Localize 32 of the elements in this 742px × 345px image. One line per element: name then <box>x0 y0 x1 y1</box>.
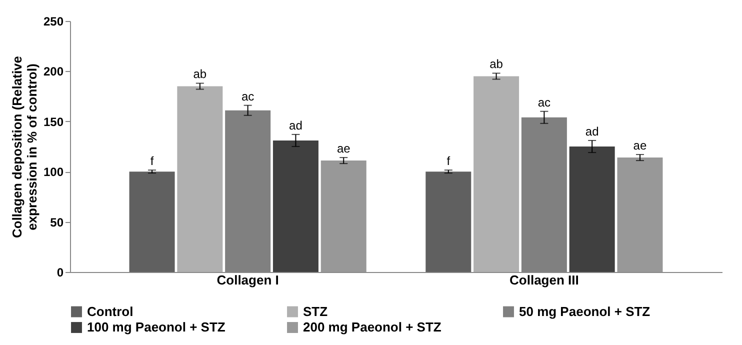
legend-label: 100 mg Paeonol + STZ <box>87 320 226 334</box>
legend-label: Control <box>87 304 134 319</box>
y-tick-label: 100 <box>43 165 64 180</box>
data-label: ac <box>538 95 551 110</box>
x-tick-label: Collagen I <box>216 272 279 288</box>
y-tick-label: 250 <box>43 14 64 28</box>
data-label: ae <box>633 138 647 153</box>
y-tick-label: 50 <box>50 215 64 230</box>
data-label: ad <box>585 124 599 138</box>
bar <box>272 140 318 272</box>
data-label: ae <box>336 142 351 156</box>
legend-label: STZ <box>303 304 328 319</box>
bar <box>129 172 175 272</box>
y-tick-label: 200 <box>43 64 64 79</box>
data-label: ab <box>490 57 504 72</box>
data-label: f <box>446 154 451 168</box>
bar <box>617 158 663 272</box>
legend-label: 200 mg Paeonol + STZ <box>303 320 442 334</box>
y-tick-label: 150 <box>43 114 64 129</box>
data-label: ac <box>241 89 254 104</box>
data-label: ab <box>193 67 207 82</box>
x-tick-label: Collagen III <box>510 272 579 288</box>
legend-label: 50 mg Paeonol + STZ <box>519 304 650 319</box>
y-tick-label: 0 <box>56 266 64 280</box>
data-label: ad <box>289 118 302 132</box>
bar <box>177 86 223 272</box>
data-label: f <box>150 154 154 168</box>
y-axis-title: Collagen deposition (Relative expression in % of control) <box>9 56 40 238</box>
bar <box>320 160 366 272</box>
bar <box>474 76 520 272</box>
bar <box>569 146 615 272</box>
bar <box>426 172 472 272</box>
